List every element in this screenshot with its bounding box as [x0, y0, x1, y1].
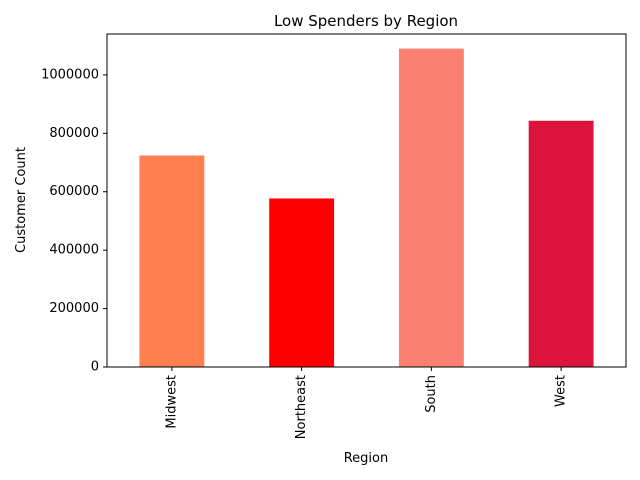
y-tick-label: 600000 [49, 184, 99, 199]
y-tick-label: 200000 [49, 301, 99, 316]
x-axis-label: Region [344, 451, 389, 466]
y-tick-label: 1000000 [41, 67, 99, 82]
x-tick-label: South [424, 375, 439, 413]
y-axis-label: Customer Count [14, 147, 29, 253]
chart-title: Low Spenders by Region [274, 12, 458, 30]
x-tick-label: Northeast [294, 375, 309, 439]
x-tick-label: West [554, 375, 569, 407]
y-axis-ticks: 0 200000 400000 600000 800000 1000000 [41, 67, 107, 375]
bar-northeast [269, 198, 335, 367]
y-tick-label: 0 [91, 360, 99, 375]
y-tick-label: 400000 [49, 243, 99, 258]
plot-frame [106, 33, 627, 368]
bar-west [528, 120, 594, 367]
y-tick-label: 800000 [49, 126, 99, 141]
bars-group [139, 48, 594, 368]
bar-midwest [139, 155, 205, 367]
x-tick-label: Midwest [164, 375, 179, 429]
x-axis-ticks: Midwest Northeast South West [164, 367, 569, 439]
bar-south [398, 48, 464, 368]
